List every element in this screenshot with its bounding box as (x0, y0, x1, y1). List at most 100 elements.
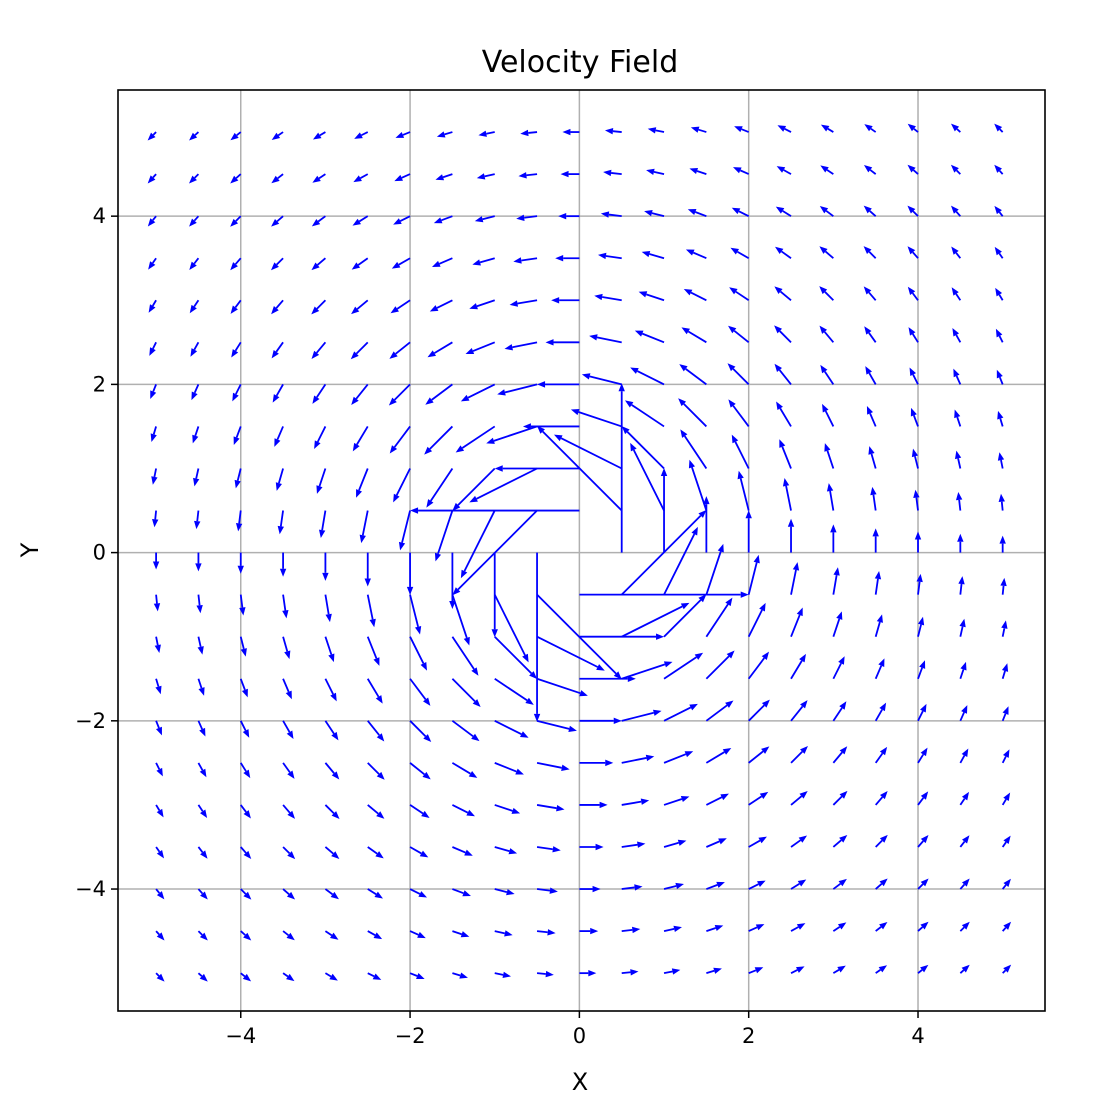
velocity-arrow (536, 719, 577, 732)
velocity-arrow (705, 597, 733, 638)
velocity-arrow (621, 426, 665, 470)
velocity-arrow (352, 425, 369, 452)
velocity-arrow (959, 921, 970, 932)
velocity-arrow (240, 846, 252, 859)
velocity-arrow (663, 751, 694, 764)
velocity-arrow (230, 215, 242, 227)
velocity-arrow (863, 286, 877, 301)
velocity-arrow (604, 127, 622, 135)
velocity-arrow (579, 717, 622, 725)
velocity-arrow (367, 804, 385, 819)
velocity-arrow (683, 288, 707, 302)
velocity-arrow (820, 364, 835, 385)
velocity-arrow (494, 465, 580, 472)
velocity-arrow (196, 594, 203, 614)
velocity-arrow (239, 762, 251, 779)
velocity-arrow (787, 518, 795, 553)
velocity-arrow (917, 878, 929, 890)
velocity-arrow (536, 761, 570, 771)
velocity-arrow (909, 367, 919, 385)
velocity-arrow (678, 398, 708, 428)
velocity-arrow (917, 660, 926, 680)
velocity-arrow (271, 173, 284, 184)
velocity-arrow (774, 325, 792, 343)
x-axis-ticks: −4 −2 0 2 4 (225, 1011, 925, 1048)
velocity-arrow (916, 573, 923, 595)
y-axis-ticks: −4 −2 0 2 4 (75, 204, 118, 901)
velocity-arrow (663, 882, 684, 890)
velocity-arrow (558, 212, 580, 220)
velocity-arrow (324, 636, 335, 663)
velocity-arrow (832, 878, 847, 890)
velocity-arrow (272, 383, 284, 403)
velocity-arrow (624, 400, 665, 428)
velocity-arrow (748, 791, 769, 806)
velocity-arrow (999, 535, 1006, 553)
velocity-arrow (951, 205, 962, 217)
velocity-arrow (663, 925, 682, 932)
velocity-arrow (356, 468, 369, 498)
velocity-arrow (427, 341, 453, 358)
velocity-arrow (705, 650, 735, 680)
velocity-arrow (282, 972, 295, 982)
velocity-arrow (907, 123, 919, 133)
velocity-arrow (706, 924, 724, 932)
velocity-arrow (197, 678, 205, 696)
velocity-arrow (959, 835, 970, 848)
velocity-arrow (579, 843, 604, 851)
velocity-arrow (1002, 964, 1012, 974)
x-tick-label: 2 (742, 1024, 755, 1048)
velocity-arrow (152, 552, 160, 570)
velocity-arrow (394, 173, 411, 182)
velocity-arrow (455, 425, 496, 453)
velocity-arrow (311, 341, 327, 359)
velocity-arrow (865, 366, 877, 385)
velocity-arrow (533, 552, 541, 722)
velocity-arrow (644, 210, 665, 218)
velocity-arrow (910, 407, 919, 427)
y-tick-label: −2 (75, 709, 106, 733)
velocity-arrow (994, 246, 1004, 259)
velocity-arrow (429, 299, 453, 312)
velocity-arrow (149, 341, 157, 356)
velocity-arrow (191, 384, 200, 401)
velocity-arrow (959, 964, 970, 974)
velocity-arrow (469, 299, 496, 310)
velocity-arrow (472, 257, 495, 266)
velocity-arrow (621, 798, 650, 806)
velocity-arrow (271, 131, 284, 141)
velocity-arrow (863, 205, 877, 217)
velocity-arrow (996, 369, 1004, 385)
velocity-arrow (663, 703, 698, 722)
velocity-arrow (663, 594, 707, 638)
velocity-arrow (239, 720, 250, 738)
velocity-arrow (389, 341, 411, 359)
velocity-arrow (197, 888, 208, 900)
velocity-arrow (367, 846, 384, 859)
velocity-arrow (279, 552, 287, 577)
velocity-arrow (832, 701, 847, 722)
velocity-arrow (230, 173, 242, 184)
velocity-arrow (393, 215, 411, 225)
velocity-arrow (868, 446, 877, 469)
velocity-arrow (579, 969, 597, 977)
velocity-arrow (646, 168, 665, 175)
velocity-arrow (147, 173, 157, 184)
velocity-arrow (663, 795, 690, 806)
velocity-arrow (689, 167, 707, 175)
velocity-arrow (494, 888, 515, 896)
velocity-arrow (493, 594, 529, 663)
grid-lines (118, 90, 1045, 1011)
velocity-arrow (434, 510, 454, 562)
velocity-arrow (560, 170, 580, 178)
velocity-arrow (748, 880, 766, 890)
velocity-arrow (734, 126, 750, 133)
velocity-arrow (520, 129, 538, 137)
velocity-arrow (316, 468, 327, 494)
velocity-arrow (509, 299, 538, 307)
velocity-arrow (748, 746, 770, 764)
velocity-arrow (832, 922, 847, 932)
velocity-arrow (197, 846, 208, 859)
velocity-arrow (660, 467, 668, 553)
velocity-arrow (391, 257, 411, 269)
